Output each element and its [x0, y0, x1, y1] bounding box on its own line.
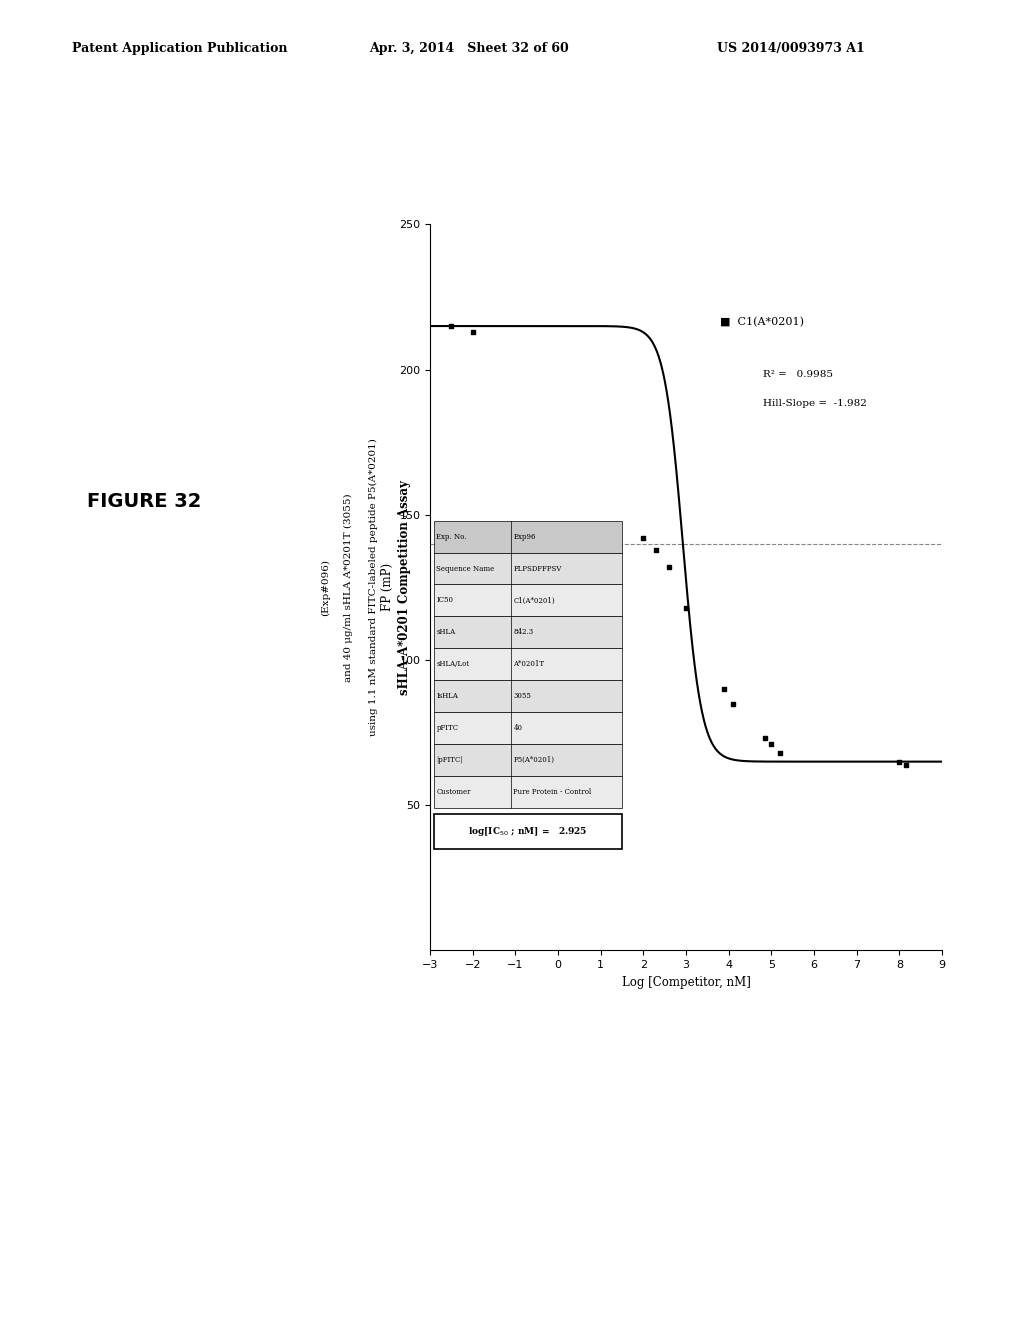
Bar: [434, 648, 622, 680]
Point: [763, 734, 779, 755]
Point: [660, 557, 677, 578]
Bar: [434, 744, 622, 776]
Bar: [434, 616, 622, 648]
Text: FLPSDFFPSV: FLPSDFFPSV: [513, 565, 561, 573]
Text: 842.3: 842.3: [513, 628, 534, 636]
Text: using 1.1 nM standard FITC-labeled peptide P5(A*0201): using 1.1 nM standard FITC-labeled pepti…: [370, 438, 378, 737]
Point: [648, 539, 665, 560]
Point: [635, 528, 651, 549]
Y-axis label: FP (mP): FP (mP): [381, 564, 393, 611]
Text: sHLA/Lot: sHLA/Lot: [436, 660, 470, 668]
Point: [898, 754, 914, 775]
Text: and 40 μg/ml sHLA A*0201T (3055): and 40 μg/ml sHLA A*0201T (3055): [344, 494, 352, 681]
Text: 3055: 3055: [513, 692, 531, 701]
Text: ■  C1(A*0201): ■ C1(A*0201): [720, 317, 804, 327]
Text: sHLA: sHLA: [436, 628, 456, 636]
Text: Exp96: Exp96: [513, 532, 536, 541]
Text: log[IC$_{50}$ ; nM] =   2.925: log[IC$_{50}$ ; nM] = 2.925: [468, 825, 588, 838]
Point: [465, 321, 481, 342]
Point: [725, 693, 741, 714]
Text: P5(A*0201): P5(A*0201): [513, 756, 554, 764]
Point: [443, 315, 460, 337]
Bar: [434, 713, 622, 744]
Text: Sequence Name: Sequence Name: [436, 565, 495, 573]
Text: FIGURE 32: FIGURE 32: [87, 492, 202, 511]
Bar: [434, 776, 622, 808]
Bar: [434, 680, 622, 713]
X-axis label: Log [Competitor, nM]: Log [Competitor, nM]: [622, 975, 751, 989]
Point: [772, 742, 788, 763]
Point: [716, 678, 732, 700]
Text: |pFITC|: |pFITC|: [436, 756, 463, 764]
Text: IC50: IC50: [436, 597, 454, 605]
Bar: [434, 553, 622, 585]
Text: Hill-Slope =  -1.982: Hill-Slope = -1.982: [763, 399, 866, 408]
Bar: [434, 814, 622, 849]
Text: sHLA-A*0201 Competition Assay: sHLA-A*0201 Competition Assay: [398, 480, 411, 694]
Text: Customer: Customer: [436, 788, 471, 796]
Text: C1(A*0201): C1(A*0201): [513, 597, 555, 605]
Text: Exp. No.: Exp. No.: [436, 532, 467, 541]
Point: [678, 597, 694, 618]
Text: R² =   0.9985: R² = 0.9985: [763, 370, 833, 379]
Bar: [434, 585, 622, 616]
Bar: [434, 520, 622, 553]
Text: Patent Application Publication: Patent Application Publication: [72, 42, 287, 55]
Text: 40: 40: [513, 725, 522, 733]
Point: [757, 727, 773, 748]
Text: (Exp#096): (Exp#096): [322, 558, 330, 616]
Text: Pure Protein - Control: Pure Protein - Control: [513, 788, 592, 796]
Text: Apr. 3, 2014   Sheet 32 of 60: Apr. 3, 2014 Sheet 32 of 60: [369, 42, 568, 55]
Text: US 2014/0093973 A1: US 2014/0093973 A1: [717, 42, 864, 55]
Text: IsHLA: IsHLA: [436, 692, 459, 701]
Point: [891, 751, 907, 772]
Text: pFITC: pFITC: [436, 725, 459, 733]
Text: A*0201T: A*0201T: [513, 660, 545, 668]
